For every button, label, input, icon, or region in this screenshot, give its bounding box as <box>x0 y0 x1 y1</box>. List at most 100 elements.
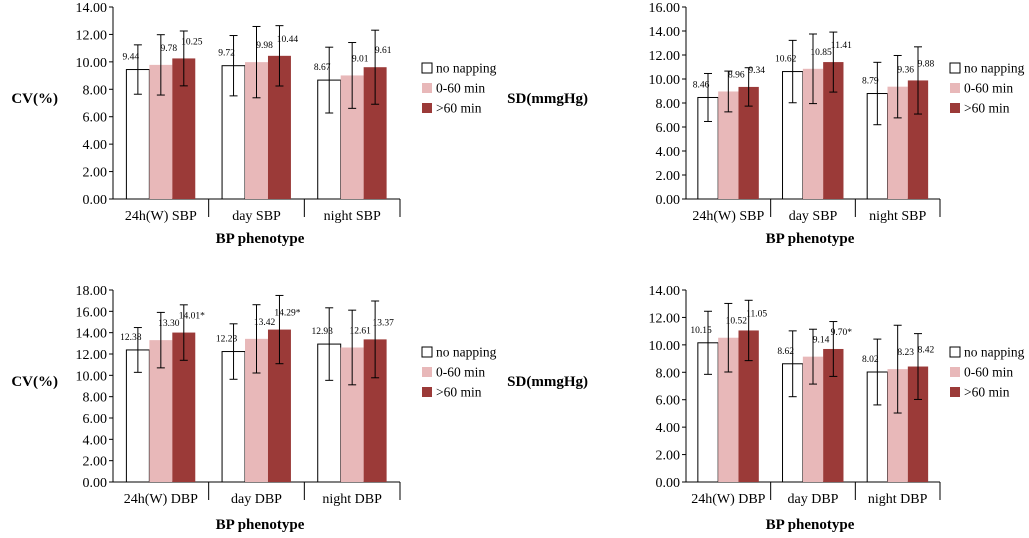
x-tick-label: day DBP <box>788 492 839 507</box>
data-label: 9.44 <box>123 53 140 63</box>
y-tick-label: 16.00 <box>76 305 108 320</box>
y-tick-label: 2.00 <box>83 455 108 470</box>
data-label: 11.05 <box>746 309 767 319</box>
data-label: 10.44 <box>277 35 299 45</box>
y-tick-label: 8.00 <box>83 83 108 98</box>
bar <box>363 67 387 199</box>
x-axis-title: BP phenotype <box>766 517 855 533</box>
y-tick-label: 0.00 <box>656 193 681 208</box>
bar <box>887 369 908 482</box>
x-tick-label: day SBP <box>789 209 838 224</box>
legend-label: >60 min <box>964 385 1010 400</box>
y-tick-label: 2.00 <box>83 166 108 181</box>
y-tick-label: 14.00 <box>76 1 108 16</box>
legend-label: >60 min <box>964 101 1010 116</box>
data-label: 9.88 <box>918 59 935 69</box>
bar <box>149 64 173 199</box>
bar <box>718 91 739 199</box>
y-tick-label: 12.00 <box>649 49 681 64</box>
x-axis-title: BP phenotype <box>766 231 855 247</box>
x-tick-label: night DBP <box>868 492 928 507</box>
bar <box>363 339 387 482</box>
bar <box>172 58 196 199</box>
y-tick-label: 6.00 <box>83 412 108 427</box>
y-tick-label: 8.00 <box>656 366 681 381</box>
bar <box>907 366 929 482</box>
legend-swatch <box>422 367 432 377</box>
chart-panel-3: 0.00 2.00 4.00 6.00 8.00 10.00 12.00 14.00 16.00… <box>11 284 496 533</box>
y-tick-label: 12.00 <box>76 28 108 43</box>
legend-swatch <box>950 367 960 377</box>
y-tick-label: 6.00 <box>656 394 681 409</box>
y-tick-label: 10.00 <box>649 73 681 88</box>
y-tick-label: 14.00 <box>649 284 681 299</box>
y-tick-label: 14.00 <box>76 327 108 342</box>
y-axis-title: CV(%) <box>11 91 58 107</box>
y-tick-label: 8.00 <box>83 391 108 406</box>
legend-label: 0-60 min <box>436 81 485 96</box>
data-label: 8.02 <box>862 355 879 365</box>
x-tick-label: night SBP <box>869 209 926 224</box>
y-tick-label: 10.00 <box>649 339 681 354</box>
x-axis-title: BP phenotype <box>216 231 305 247</box>
y-tick-label: 0.00 <box>83 476 108 491</box>
data-label: 8.79 <box>862 77 879 87</box>
data-label: 9.72 <box>218 49 235 59</box>
y-tick-label: 4.00 <box>656 145 681 160</box>
y-tick-label: 6.00 <box>83 111 108 126</box>
data-label: 12.38 <box>120 333 142 343</box>
data-label: 8.62 <box>777 347 794 357</box>
data-label: 8.67 <box>314 63 331 73</box>
bar <box>718 337 739 482</box>
bar <box>245 338 268 482</box>
legend-swatch <box>421 62 433 74</box>
y-tick-label: 16.00 <box>649 1 681 16</box>
data-label: 9.01 <box>352 54 369 64</box>
y-tick-label: 12.00 <box>649 311 681 326</box>
data-label: 9.78 <box>161 44 178 54</box>
legend-label: no napping <box>964 345 1025 360</box>
legend-swatch <box>422 103 432 113</box>
bar <box>823 62 844 199</box>
bar <box>802 356 824 482</box>
bar <box>172 332 196 482</box>
y-tick-label: 18.00 <box>76 284 108 299</box>
bar <box>802 68 824 199</box>
data-label: 10.52 <box>726 317 748 327</box>
x-axis-title: BP phenotype <box>216 517 305 533</box>
chart-panel-4: 0.00 2.00 4.00 6.00 8.00 10.00 12.00 14.00 24h(W… <box>507 284 1024 533</box>
data-label: 11.41 <box>831 41 852 51</box>
data-label: 8.46 <box>693 80 710 90</box>
legend-swatch <box>949 346 961 358</box>
data-label: 9.70* <box>831 328 853 338</box>
legend-swatch <box>950 83 960 93</box>
y-tick-label: 14.00 <box>649 25 681 40</box>
bar <box>738 330 759 482</box>
data-label: 9.98 <box>256 41 273 51</box>
y-tick-label: 4.00 <box>656 421 681 436</box>
data-label: 12.61 <box>349 326 371 336</box>
data-label: 14.29* <box>274 309 300 319</box>
data-label: 9.61 <box>375 46 392 56</box>
data-label: 10.25 <box>181 37 203 47</box>
bar <box>267 55 291 199</box>
legend-label: 0-60 min <box>436 365 485 380</box>
bar <box>340 347 364 482</box>
y-tick-label: 6.00 <box>656 121 681 136</box>
legend-swatch <box>422 387 432 397</box>
data-label: 12.93 <box>312 327 334 337</box>
y-axis-title: SD(mmgHg) <box>507 91 588 107</box>
data-label: 8.42 <box>918 346 935 356</box>
bar <box>340 75 364 199</box>
legend-swatch <box>422 83 432 93</box>
legend-label: >60 min <box>436 101 482 116</box>
legend-label: 0-60 min <box>964 81 1013 96</box>
y-tick-label: 0.00 <box>656 476 681 491</box>
data-label: 10.15 <box>690 326 712 336</box>
legend-label: no napping <box>436 345 497 360</box>
legend-swatch <box>950 103 960 113</box>
data-label: 14.01* <box>179 312 205 322</box>
chart-panel-2: 0.00 2.00 4.00 6.00 8.00 10.00 12.00 14.00 16.00… <box>507 1 1024 247</box>
bar <box>267 329 291 482</box>
bar <box>887 86 908 199</box>
